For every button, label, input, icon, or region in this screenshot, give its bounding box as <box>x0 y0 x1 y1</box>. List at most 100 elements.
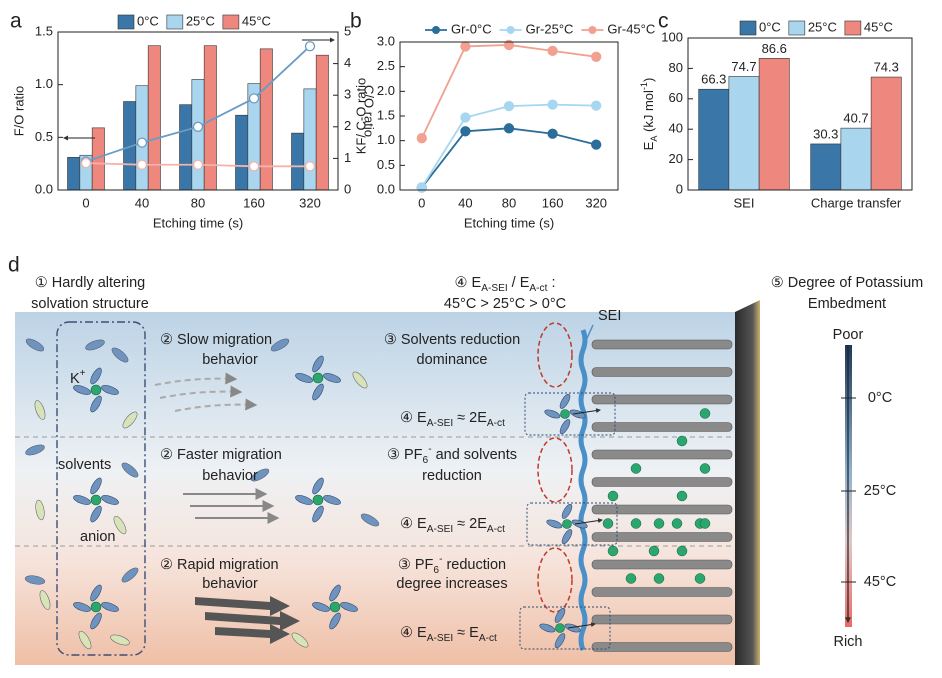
solvent-molecule <box>312 602 330 612</box>
header-text: solvation structure <box>31 296 149 312</box>
intercalated-k <box>676 490 688 502</box>
x-tick-label: 40 <box>458 195 472 210</box>
bar <box>758 58 790 191</box>
legend-swatch <box>117 14 135 30</box>
y-tick-label: 100 <box>661 29 683 44</box>
loose-molecule <box>35 499 45 521</box>
solvent-molecule <box>569 409 586 419</box>
solvent-molecule <box>561 503 573 519</box>
solvation-box <box>56 321 146 656</box>
intercalated-k <box>602 518 614 529</box>
desolvation-box <box>526 502 618 546</box>
y-axis-title-part: A <box>649 135 659 142</box>
reduction-text-part: - <box>428 444 431 455</box>
reduction-highlight <box>537 437 573 503</box>
plot-frame <box>57 31 339 191</box>
energy-text-part: ④ E <box>400 410 427 426</box>
bar <box>870 76 902 191</box>
reduction-text-part: and solvents <box>432 447 517 463</box>
legend-label: 25°C <box>186 13 215 28</box>
insertion-arrow <box>574 518 603 525</box>
intercalated-k <box>648 545 660 557</box>
bar <box>303 88 317 191</box>
bar <box>810 143 842 191</box>
solvent-molecule <box>554 607 566 623</box>
y-axis-title: EA (kJ mol-1) <box>639 78 659 151</box>
header-text-part: ④ E <box>455 275 482 291</box>
y-tick-label: 2.0 <box>377 83 395 98</box>
legend-swatch <box>844 20 862 36</box>
legend-marker <box>506 26 515 34</box>
energy-text: ④ EA-SEI ≈ 2EA-ct <box>400 410 505 429</box>
header-text-part: A-ct <box>529 283 547 294</box>
intercalated-k <box>630 463 642 474</box>
energy-text: ④ EA-SEI ≈ 2EA-ct <box>400 516 505 535</box>
ion-label-part: K <box>70 371 80 387</box>
graphite-layer <box>591 559 733 570</box>
potassium-ion <box>312 494 324 506</box>
solvent-molecule <box>539 623 556 633</box>
data-point <box>248 93 260 104</box>
solvent-molecule <box>340 602 358 612</box>
loose-molecule <box>113 515 127 535</box>
solvent-molecule <box>295 373 313 383</box>
legend-marker <box>432 26 440 34</box>
x-tick-label: 160 <box>542 195 564 210</box>
data-point <box>192 159 204 170</box>
header-text: 45°C > 25°C > 0°C <box>444 296 566 312</box>
legend-label: Gr-45°C <box>607 21 655 36</box>
header-text-part: A-SEI <box>481 283 507 294</box>
data-point <box>460 41 471 52</box>
x-tick-label: 0 <box>82 195 89 210</box>
graphite-layer <box>591 614 733 625</box>
intercalated-k <box>671 518 683 529</box>
y-axis-title-part: ) <box>641 78 656 82</box>
intercalated-k <box>653 573 665 584</box>
loose-molecule <box>78 630 92 650</box>
potassium-ion <box>555 623 565 633</box>
diagram-background <box>15 312 745 665</box>
y-tick-label: 0 <box>676 181 683 196</box>
loose-molecule <box>360 513 380 527</box>
migration-arrow <box>215 624 290 644</box>
loose-molecule <box>250 468 270 482</box>
y-axis-title-part: -1 <box>639 82 649 90</box>
data-point <box>304 161 316 172</box>
intercalated-k <box>699 408 711 419</box>
solvent-molecule <box>90 612 102 630</box>
bar <box>147 45 161 191</box>
loose-molecule <box>25 444 45 456</box>
solvent-molecule <box>554 633 566 649</box>
solvent-molecule <box>312 477 324 495</box>
legend-label: 25°C <box>808 19 837 34</box>
x-tick-label: 0 <box>418 195 425 210</box>
scale-bottom: Rich <box>833 634 862 650</box>
energy-text-part: ≈ 2E <box>453 410 487 426</box>
y2-tick-label: 4 <box>344 55 351 70</box>
y2-tick-label: 1 <box>344 150 351 165</box>
x-axis-title: Etching time (s) <box>464 215 554 230</box>
y-tick-label: 0.0 <box>377 181 395 196</box>
header-text: ④ EA-SEI / EA-ct : <box>455 275 556 294</box>
y-tick-label: 2.5 <box>377 58 395 73</box>
solvent-molecule <box>295 495 313 505</box>
graphite-layer <box>591 422 733 432</box>
solvent-molecule <box>312 383 324 401</box>
data-label: 40.7 <box>843 111 868 126</box>
energy-text-part: ≈ E <box>453 625 479 641</box>
migration-text: ② Faster migration <box>160 447 282 463</box>
migration-text: behavior <box>202 352 258 368</box>
y-tick-label: 1.0 <box>35 76 53 91</box>
energy-text-part: A-SEI <box>427 633 453 644</box>
x-tick-label: 80 <box>502 195 516 210</box>
reduction-text-part: ③ PF <box>398 557 434 573</box>
reduction-text: reduction <box>422 468 482 484</box>
migration-arrow <box>174 398 258 412</box>
reduction-text: ③ Solvents reduction <box>384 332 520 348</box>
reduction-text-part: 6 <box>423 455 429 466</box>
x-axis-title: Etching time (s) <box>153 215 243 230</box>
data-point <box>460 126 471 137</box>
energy-text-part: A-ct <box>487 418 505 429</box>
solvent-label: solvents <box>58 457 111 473</box>
data-point <box>416 182 427 193</box>
